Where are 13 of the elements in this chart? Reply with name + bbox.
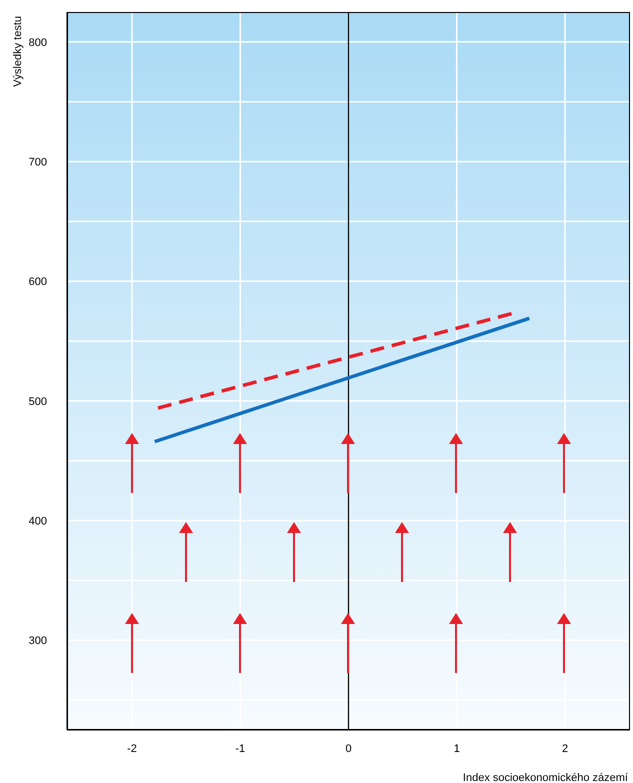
y-tick-label: 500 [28,396,47,408]
y-axis-title: Výsledky testu [12,16,24,87]
x-tick-label: 1 [454,742,460,755]
y-tick-label: 400 [28,515,47,528]
y-tick-label: 700 [28,156,47,168]
y-tick-label: 300 [28,635,47,648]
x-tick-label: -2 [127,742,137,755]
x-tick-label: -1 [235,742,246,755]
x-axis-title: Index socioekonomického zázemí [462,772,629,783]
y-tick-label: 800 [28,36,47,49]
y-tick-label: 600 [28,276,47,288]
x-tick-label: 0 [345,742,352,755]
x-tick-label: 2 [562,742,568,755]
